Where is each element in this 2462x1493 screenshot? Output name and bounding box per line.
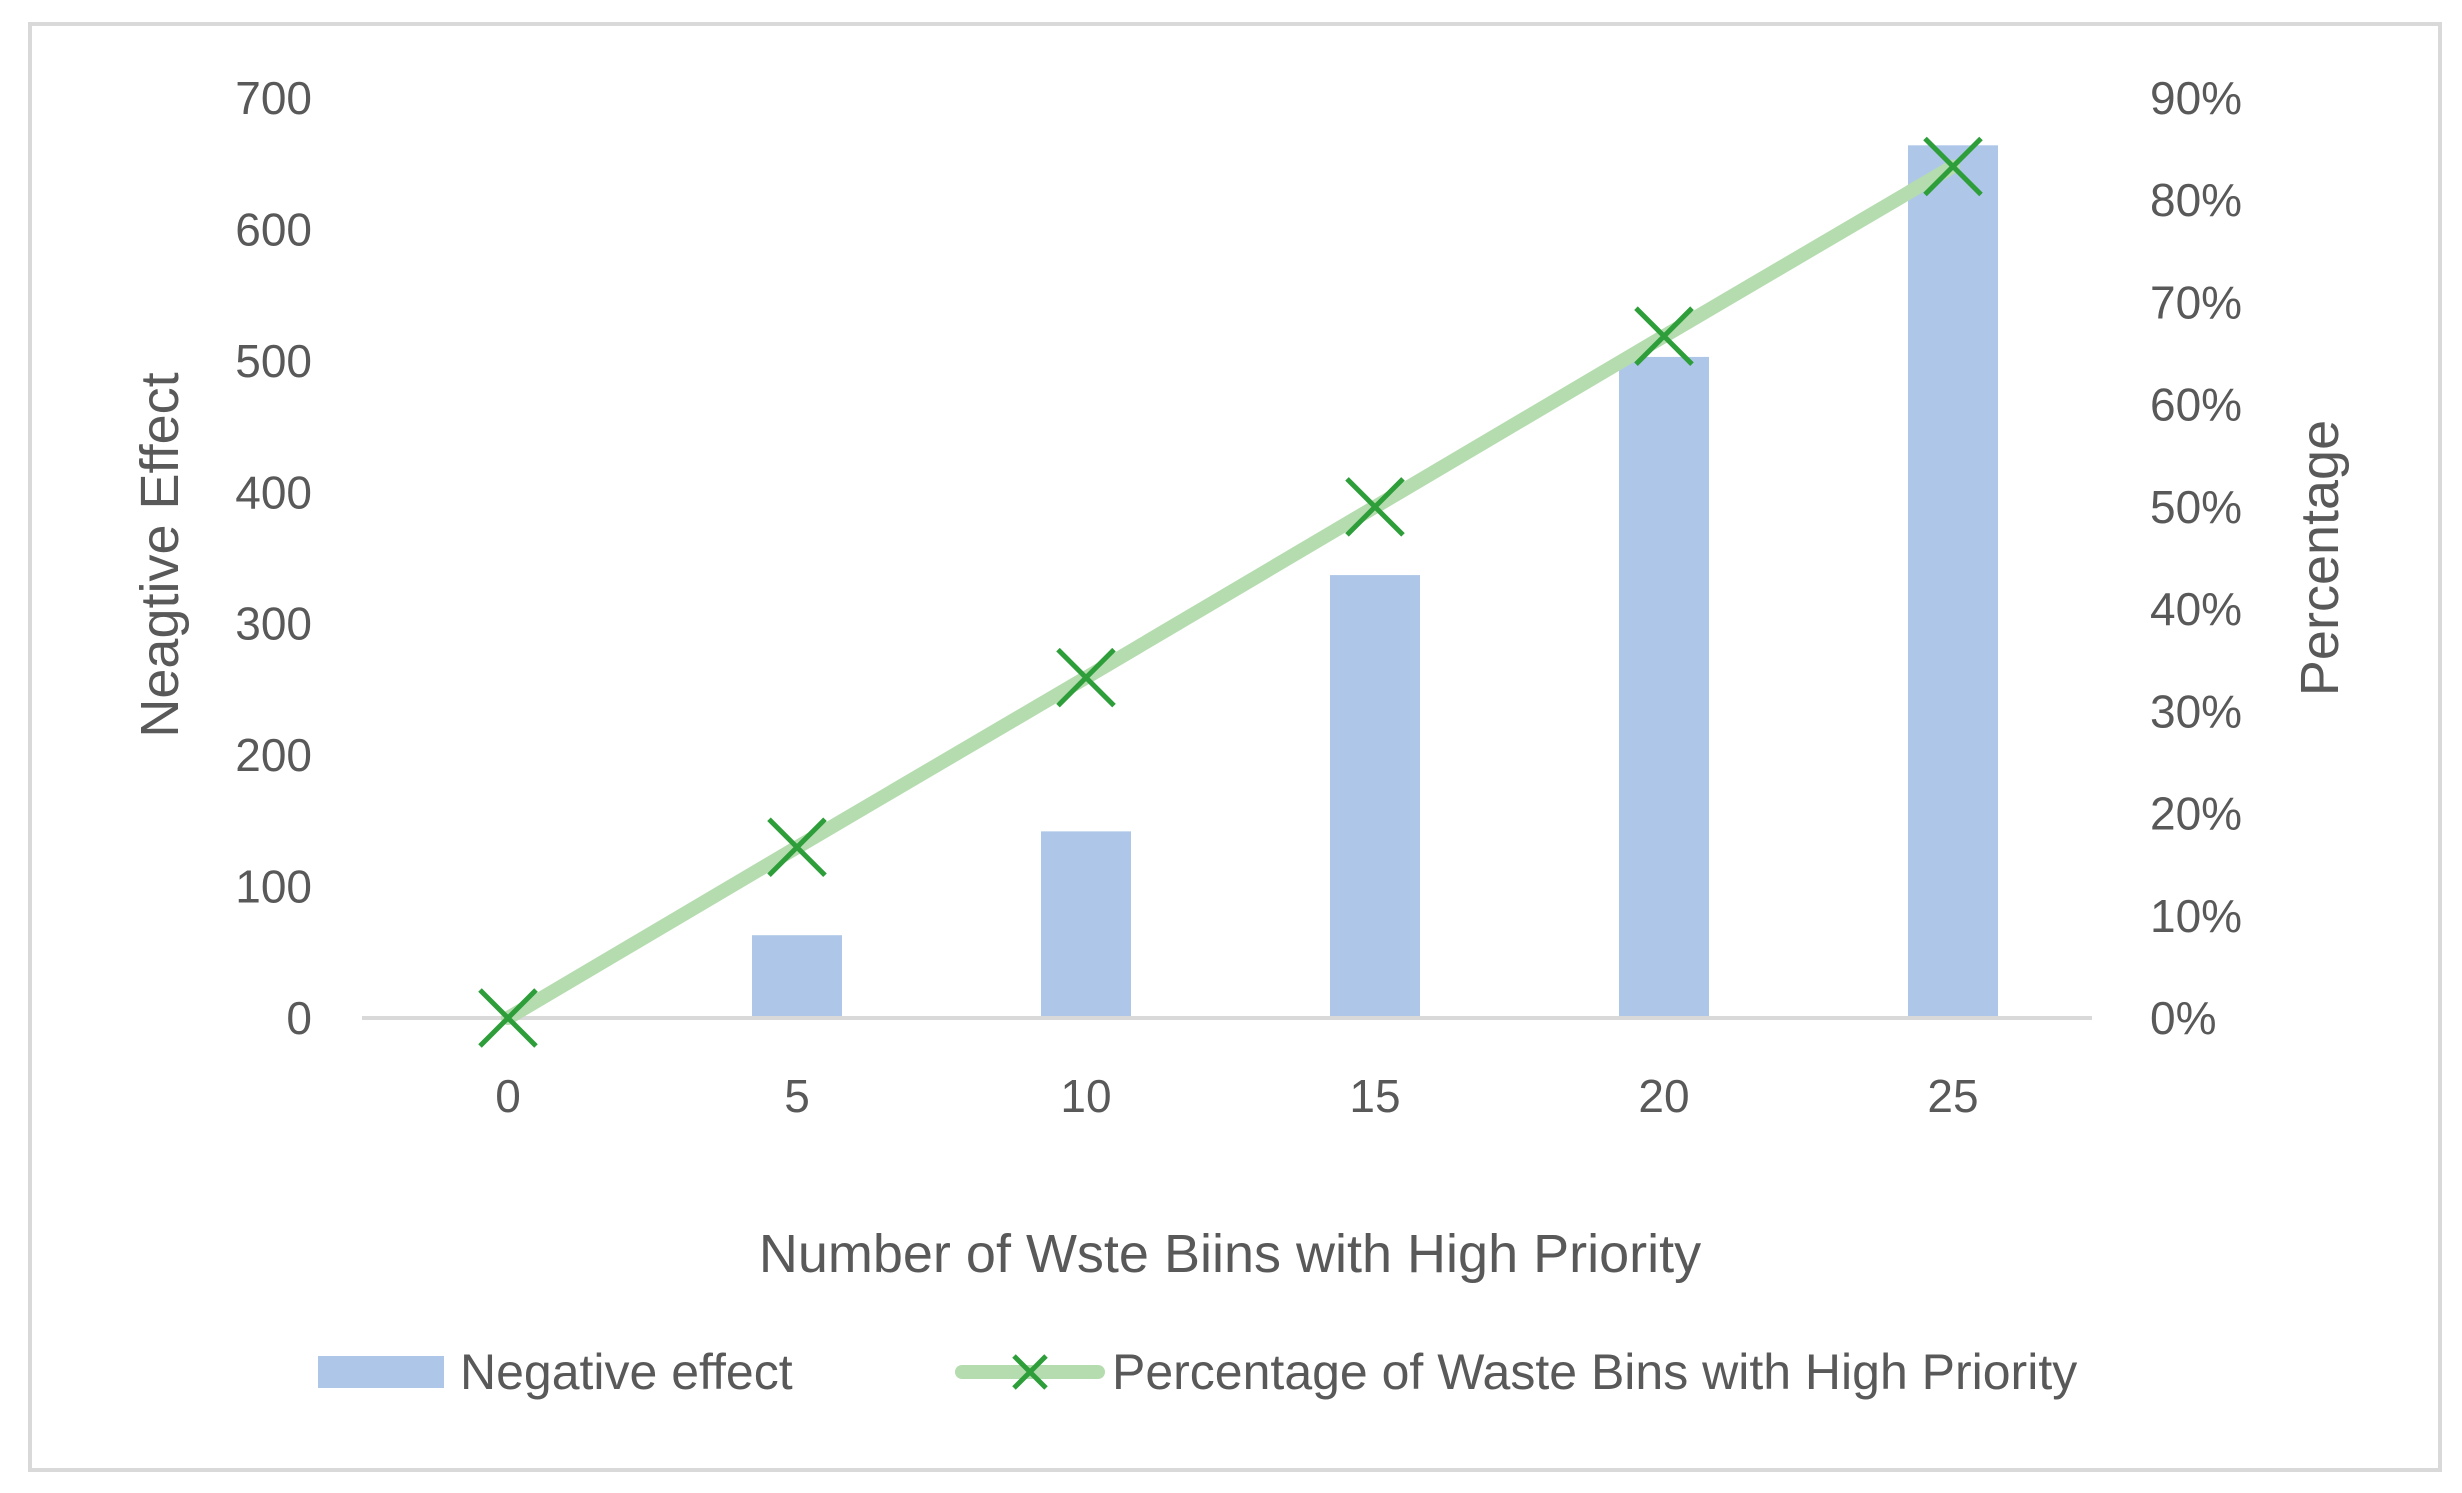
line-marker-10 — [1056, 647, 1116, 708]
legend: Negative effect Percentage of Waste Bins… — [318, 1344, 2077, 1400]
y-tick-label: 300 — [235, 598, 312, 650]
x-tick-label: 15 — [1349, 1070, 1400, 1122]
y-tick-label: 700 — [235, 72, 312, 124]
y-tick-label: 600 — [235, 203, 312, 255]
line-marker-15-stroke-b — [1345, 477, 1405, 537]
y-tick-label: 0 — [286, 992, 312, 1044]
y2-tick-label: 90% — [2150, 72, 2242, 124]
y2-tick-label: 10% — [2150, 890, 2242, 942]
legend-line-marker-icon — [1012, 1354, 1048, 1390]
x-tick-label: 0 — [495, 1070, 521, 1122]
bars-layer — [752, 145, 1998, 1019]
line-marker-15 — [1345, 477, 1405, 537]
legend-marker-x — [1012, 1354, 1048, 1390]
bar-20 — [1619, 356, 1709, 1018]
y-axis-ticks: 0 100 200 300 400 500 600 700 — [235, 72, 312, 1044]
line-marker-5-stroke-b — [767, 817, 827, 878]
line-layer — [478, 136, 1983, 1048]
y2-tick-label: 0% — [2150, 992, 2216, 1044]
y2-tick-label: 30% — [2150, 685, 2242, 737]
bar-10 — [1041, 831, 1131, 1018]
x-axis-title: Number of Wste Biins with High Priority — [759, 1224, 1701, 1284]
line-marker-25-stroke-b — [1923, 136, 1983, 197]
legend-marker-x-stroke-b — [1012, 1354, 1048, 1390]
y-tick-label: 200 — [235, 729, 312, 781]
line-marker-20 — [1634, 306, 1694, 366]
x-axis-ticks: 0 5 10 15 20 25 — [495, 1070, 1978, 1122]
chart-border — [28, 22, 2442, 1472]
x-tick-label: 25 — [1927, 1070, 1978, 1122]
line-marker-0-stroke-b — [478, 988, 538, 1048]
legend-bar-swatch — [318, 1356, 444, 1388]
y2-tick-label: 40% — [2150, 583, 2242, 635]
y2-axis-ticks: 0% 10% 20% 30% 40% 50% 60% 70% 80% 90% — [2150, 72, 2242, 1044]
y2-tick-label: 20% — [2150, 788, 2242, 840]
y-tick-label: 500 — [235, 335, 312, 387]
line-marker-10-stroke-b — [1056, 647, 1116, 708]
y-axis-title: Neagtive Effect — [130, 372, 190, 737]
y-tick-label: 400 — [235, 466, 312, 518]
bar-15 — [1330, 575, 1420, 1018]
x-tick-label: 5 — [784, 1070, 810, 1122]
y-tick-label: 100 — [235, 861, 312, 913]
x-tick-label: 20 — [1638, 1070, 1689, 1122]
y2-tick-label: 70% — [2150, 276, 2242, 328]
percentage-line — [501, 159, 1960, 1025]
line-marker-20-stroke-b — [1634, 306, 1694, 366]
legend-label-negative-effect: Negative effect — [460, 1344, 793, 1400]
x-tick-label: 10 — [1060, 1070, 1111, 1122]
line-marker-5 — [767, 817, 827, 878]
legend-label-percentage: Percentage of Waste Bins with High Prior… — [1112, 1344, 2077, 1400]
line-marker-0 — [478, 988, 538, 1048]
y2-tick-label: 60% — [2150, 379, 2242, 431]
bar-25 — [1908, 145, 1998, 1019]
y2-axis-title: Percentage — [2290, 420, 2350, 696]
y2-tick-label: 50% — [2150, 481, 2242, 533]
line-marker-25 — [1923, 136, 1983, 197]
bar-5 — [752, 935, 842, 1018]
y2-tick-label: 80% — [2150, 174, 2242, 226]
